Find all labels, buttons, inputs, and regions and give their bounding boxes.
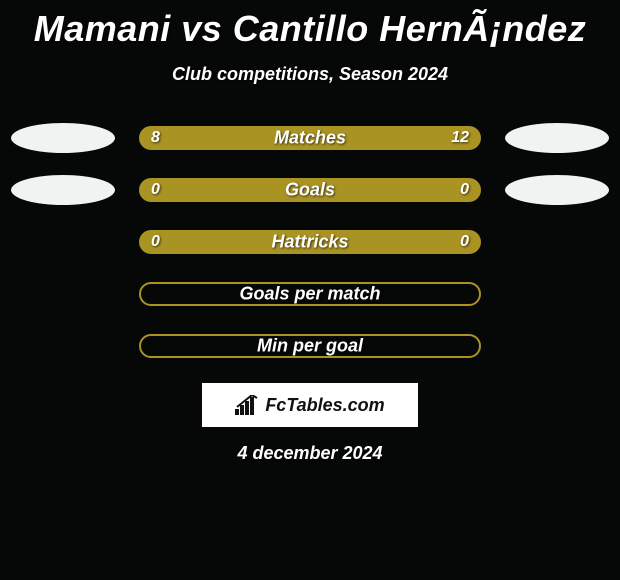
oval-spacer <box>11 227 115 257</box>
stat-row: Min per goal <box>0 331 620 361</box>
oval-spacer <box>505 227 609 257</box>
subtitle: Club competitions, Season 2024 <box>0 64 620 85</box>
bar-left-fill <box>139 178 310 202</box>
bar-right-fill <box>310 230 481 254</box>
stat-bar: 00Goals <box>139 178 481 202</box>
bar-left-fill <box>139 126 276 150</box>
bar-left-fill <box>139 230 310 254</box>
player-oval-right <box>505 175 609 205</box>
stat-row: 00Goals <box>0 175 620 205</box>
stats-container: 812Matches 00Goals 00Hattricks Goals per ma… <box>0 123 620 361</box>
stat-row: 812Matches <box>0 123 620 153</box>
stat-bar: Goals per match <box>139 282 481 306</box>
oval-spacer <box>505 279 609 309</box>
chart-icon <box>235 395 259 415</box>
oval-spacer <box>11 279 115 309</box>
stat-bar: Min per goal <box>139 334 481 358</box>
oval-spacer <box>11 331 115 361</box>
stat-row: 00Hattricks <box>0 227 620 257</box>
date-label: 4 december 2024 <box>0 443 620 464</box>
branding-text: FcTables.com <box>265 395 384 416</box>
page-title: Mamani vs Cantillo HernÃ¡ndez <box>0 0 620 50</box>
oval-spacer <box>505 331 609 361</box>
player-oval-right <box>505 123 609 153</box>
branding-panel: FcTables.com <box>202 383 418 427</box>
bar-right-fill <box>310 178 481 202</box>
stat-row: Goals per match <box>0 279 620 309</box>
player-oval-left <box>11 175 115 205</box>
player-oval-left <box>11 123 115 153</box>
stat-label: Goals per match <box>141 284 479 305</box>
stat-bar: 812Matches <box>139 126 481 150</box>
bar-right-fill <box>276 126 481 150</box>
stat-label: Min per goal <box>141 336 479 357</box>
stat-bar: 00Hattricks <box>139 230 481 254</box>
